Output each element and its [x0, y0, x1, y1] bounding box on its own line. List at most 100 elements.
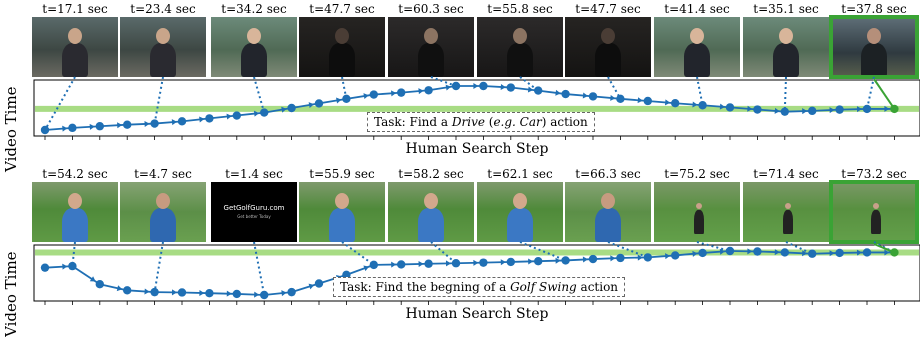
- frame-guide-line: [155, 77, 163, 124]
- search-step-point: [808, 107, 816, 115]
- search-step-point: [41, 126, 49, 134]
- frame-guide-line: [45, 77, 75, 130]
- task-description-box: Task: Find a Drive (e.g. Car) action: [367, 112, 595, 132]
- search-step-point: [561, 256, 569, 264]
- trajectory-arrowhead: [610, 95, 615, 101]
- search-step-point: [123, 286, 131, 294]
- task-text-suffix: ) action: [542, 115, 588, 129]
- trajectory-arrowhead: [528, 258, 533, 264]
- search-step-point: [424, 260, 432, 268]
- trajectory-arrowhead: [638, 97, 643, 103]
- search-step-point: [835, 105, 843, 113]
- search-step-point: [68, 124, 76, 132]
- task-text-prefix: Task: Find the begning of a: [340, 280, 510, 294]
- task-text-prefix: Task: Find a: [374, 115, 452, 129]
- search-step-point: [452, 82, 460, 90]
- search-step-point: [835, 249, 843, 257]
- search-step-point: [808, 250, 816, 258]
- task-text-italic1: Golf Swing: [510, 280, 577, 294]
- trajectory-arrowhead: [391, 262, 396, 268]
- search-step-point: [534, 86, 542, 94]
- trajectory-segment: [292, 283, 319, 292]
- task-text-italic2: e.g. Car: [493, 115, 541, 129]
- trajectory-arrowhead: [391, 90, 396, 96]
- search-step-point: [287, 288, 295, 296]
- trajectory-segment: [100, 284, 127, 290]
- search-step-point: [616, 254, 624, 262]
- search-step-point: [41, 263, 49, 271]
- trajectory-arrowhead: [501, 84, 506, 90]
- search-step-point: [507, 83, 515, 91]
- search-step-point: [96, 280, 104, 288]
- search-step-point: [260, 108, 268, 116]
- search-step-point: [753, 105, 761, 113]
- trajectory-arrowhead: [144, 288, 149, 294]
- search-step-point: [205, 114, 213, 122]
- search-step-point: [260, 291, 268, 299]
- search-step-point: [96, 122, 104, 130]
- x-axis-label: Human Search Step: [34, 141, 920, 157]
- search-step-point: [233, 290, 241, 298]
- x-axis-label: Human Search Step: [34, 306, 920, 322]
- search-step-point: [616, 95, 624, 103]
- search-step-point: [644, 253, 652, 261]
- trajectory-arrowhead: [418, 88, 423, 94]
- trajectory-arrowhead: [556, 258, 561, 264]
- trajectory-arrowhead: [90, 124, 95, 130]
- search-step-point: [287, 104, 295, 112]
- trajectory-arrowhead: [117, 122, 122, 128]
- search-step-point: [781, 107, 789, 115]
- search-step-point: [233, 111, 241, 119]
- search-step-point: [68, 262, 76, 270]
- trajectory-arrowhead: [254, 292, 259, 298]
- search-step-point: [671, 251, 679, 259]
- search-step-point: [150, 288, 158, 296]
- search-step-point: [150, 119, 158, 127]
- frame-guide-line: [697, 77, 703, 105]
- trajectory-arrowhead: [227, 114, 232, 120]
- trajectory-arrowhead: [419, 261, 424, 267]
- trajectory-arrowhead: [199, 290, 204, 296]
- trajectory-arrowhead: [62, 264, 67, 270]
- trajectory-arrowhead: [583, 93, 588, 99]
- search-step-point: [397, 88, 405, 96]
- search-step-point: [644, 97, 652, 105]
- search-step-point: [781, 248, 789, 256]
- search-step-point: [452, 259, 460, 267]
- trajectory-segment: [72, 266, 99, 284]
- trajectory-arrowhead: [199, 116, 204, 122]
- trajectory-segment: [346, 265, 373, 275]
- task-description-box: Task: Find the begning of a Golf Swing a…: [333, 277, 625, 297]
- target-connector: [874, 79, 894, 109]
- frame-guide-line: [867, 77, 874, 109]
- search-step-point: [397, 260, 405, 268]
- trajectory-arrowhead: [610, 255, 615, 261]
- y-axis-label: Video Time: [2, 92, 20, 172]
- search-step-point: [589, 92, 597, 100]
- search-step-point: [315, 279, 323, 287]
- search-step-point: [863, 105, 871, 113]
- final-search-point: [890, 105, 898, 113]
- search-step-point: [589, 255, 597, 263]
- search-step-point: [863, 248, 871, 256]
- search-step-point: [698, 249, 706, 257]
- y-axis-label: Video Time: [2, 257, 20, 337]
- search-step-point: [370, 90, 378, 98]
- trajectory-arrowhead: [227, 291, 232, 297]
- search-step-point: [753, 247, 761, 255]
- trajectory-arrowhead: [473, 260, 478, 266]
- search-step-point: [123, 121, 131, 129]
- search-step-point: [178, 117, 186, 125]
- search-step-point: [205, 289, 213, 297]
- trajectory-arrowhead: [62, 126, 67, 132]
- search-step-point: [534, 257, 542, 265]
- search-step-point: [671, 99, 679, 107]
- task-text-italic1: Drive: [452, 115, 485, 129]
- trajectory-arrowhead: [665, 99, 670, 105]
- search-step-point: [726, 247, 734, 255]
- search-step-point: [315, 99, 323, 107]
- trajectory-arrowhead: [172, 289, 177, 295]
- trajectory-arrowhead: [144, 121, 149, 127]
